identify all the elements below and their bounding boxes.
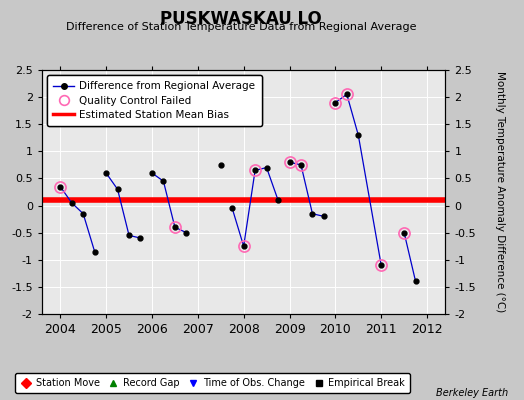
Y-axis label: Monthly Temperature Anomaly Difference (°C): Monthly Temperature Anomaly Difference (… [496, 71, 506, 313]
Legend: Station Move, Record Gap, Time of Obs. Change, Empirical Break: Station Move, Record Gap, Time of Obs. C… [15, 374, 410, 393]
Legend: Difference from Regional Average, Quality Control Failed, Estimated Station Mean: Difference from Regional Average, Qualit… [47, 75, 261, 126]
Text: PUSKWASKAU LO: PUSKWASKAU LO [160, 10, 322, 28]
Text: Berkeley Earth: Berkeley Earth [436, 388, 508, 398]
Text: Difference of Station Temperature Data from Regional Average: Difference of Station Temperature Data f… [66, 22, 416, 32]
